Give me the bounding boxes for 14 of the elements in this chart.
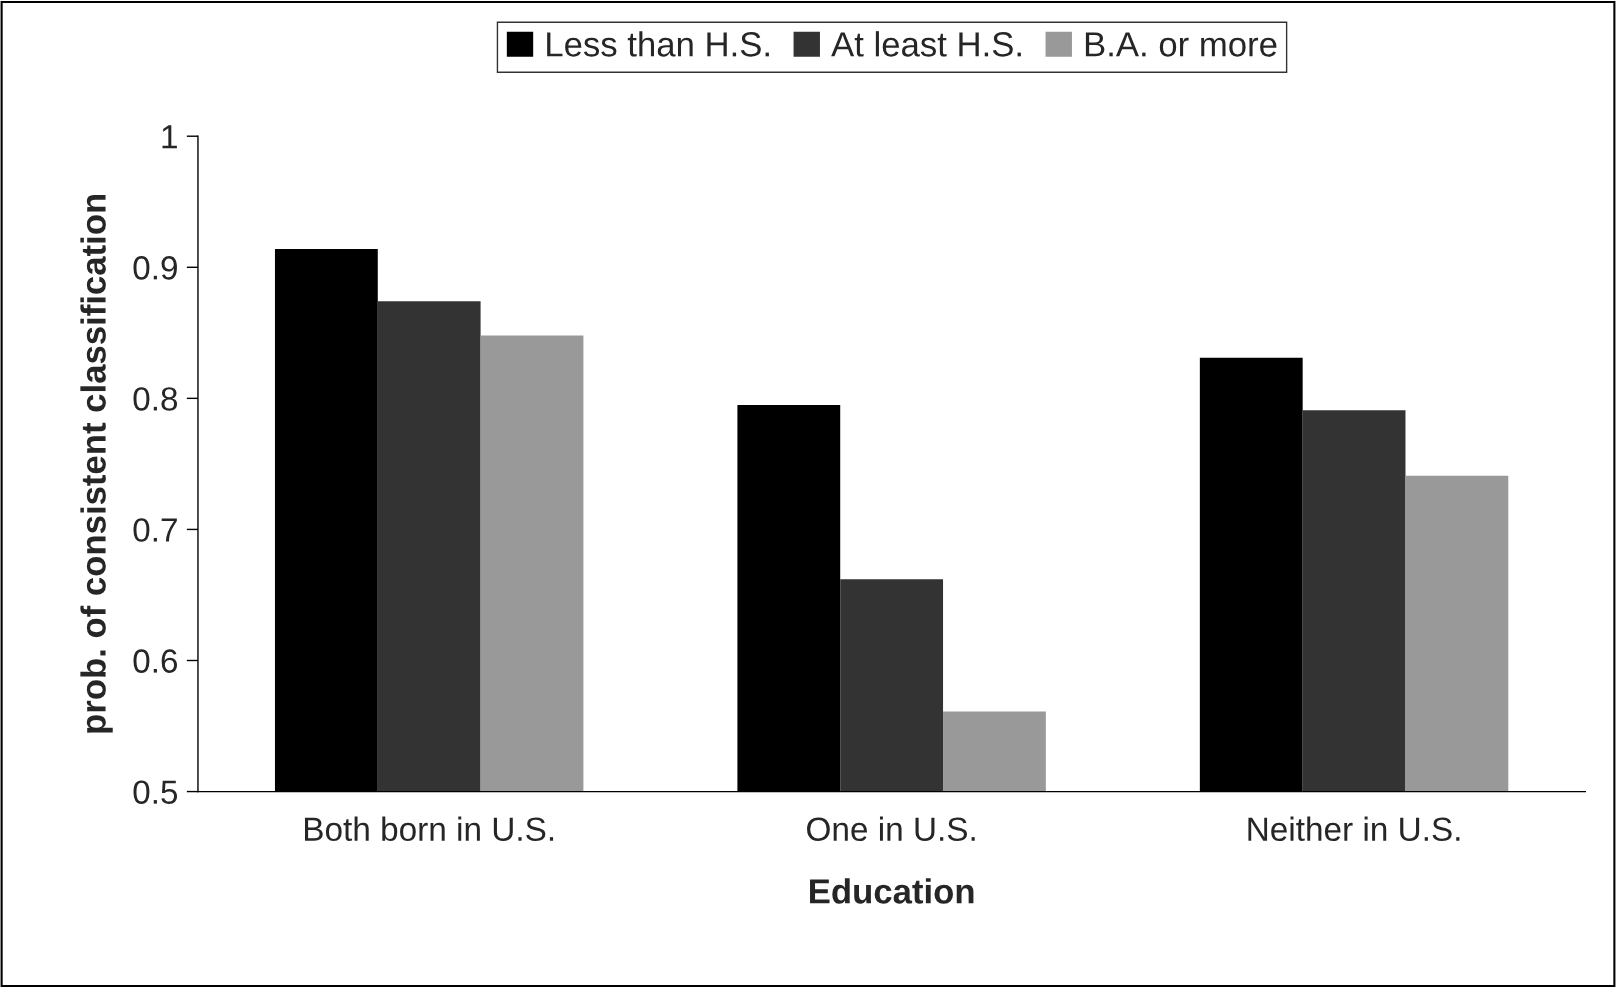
y-tick-label: 1 <box>162 125 177 149</box>
y-tick-label: 0.7 <box>133 518 177 542</box>
x-tick-label: Neither in U.S. <box>1248 816 1460 842</box>
y-axis-title: prob. of consistent classification <box>80 194 113 733</box>
legend-label: At least H.S. <box>831 31 1021 57</box>
legend-label: B.A. or more <box>1085 32 1277 57</box>
y-tick-label: 0.5 <box>133 780 178 804</box>
legend-label: Less than H.S. <box>547 31 769 57</box>
x-axis-title: Education <box>810 878 974 904</box>
y-tick-label: 0.9 <box>133 256 177 280</box>
x-tick-label: Both born in U.S. <box>305 816 554 842</box>
y-tick-label: 0.8 <box>133 387 178 411</box>
y-tick-label: 0.6 <box>133 649 178 673</box>
x-tick-label: One in U.S. <box>807 816 975 842</box>
